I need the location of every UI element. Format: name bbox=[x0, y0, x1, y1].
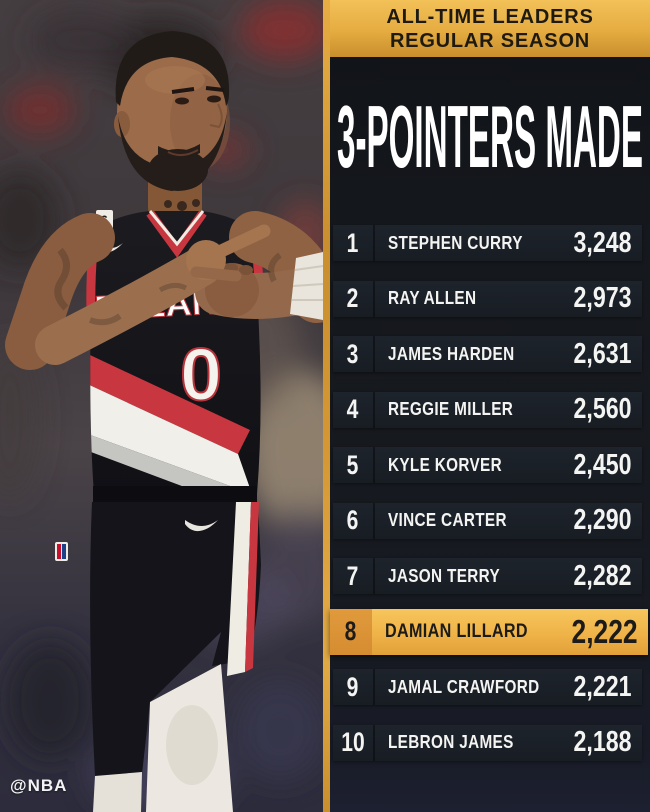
player-value-cell: 2,282 bbox=[559, 558, 642, 594]
table-row: 2 RAY ALLEN 2,973 bbox=[333, 280, 642, 317]
rank-cell: 3 bbox=[333, 336, 375, 372]
player-arms bbox=[5, 211, 323, 370]
player-name: STEPHEN CURRY bbox=[388, 232, 523, 253]
rank-label: 5 bbox=[347, 449, 359, 480]
player-value-cell: 2,631 bbox=[559, 336, 642, 372]
rank-label: 8 bbox=[345, 616, 357, 646]
player-value: 2,221 bbox=[573, 670, 632, 703]
rank-cell: 2 bbox=[333, 280, 375, 317]
player-name: VINCE CARTER bbox=[388, 510, 507, 530]
player-photo: 6 RTLAND 0 bbox=[0, 0, 323, 812]
player-name-cell: JAMAL CRAWFORD bbox=[375, 669, 559, 705]
player-value-cell: 2,222 bbox=[555, 609, 648, 655]
player-value: 2,290 bbox=[573, 504, 632, 536]
table-row: 6 VINCE CARTER 2,290 bbox=[333, 502, 642, 539]
rank-cell: 8 bbox=[330, 608, 372, 655]
player-name: KYLE KORVER bbox=[388, 454, 502, 475]
rank-cell: 4 bbox=[333, 391, 375, 428]
player-name-cell: KYLE KORVER bbox=[375, 447, 559, 483]
rank-label: 7 bbox=[347, 560, 359, 591]
table-row: 4 REGGIE MILLER 2,560 bbox=[333, 391, 642, 428]
player-name: JASON TERRY bbox=[388, 565, 501, 586]
shorts-swoosh-icon bbox=[185, 520, 218, 532]
jersey-number: 0 bbox=[180, 333, 222, 416]
rank-cell: 7 bbox=[333, 558, 375, 594]
jersey-sash bbox=[90, 326, 252, 494]
player-value-cell: 2,560 bbox=[559, 392, 642, 428]
player-value-cell: 2,450 bbox=[559, 447, 642, 483]
player-name: RAY ALLEN bbox=[388, 288, 477, 308]
player-name: DAMIAN LILLARD bbox=[385, 620, 528, 642]
player-name: REGGIE MILLER bbox=[388, 399, 514, 419]
rank-label: 9 bbox=[347, 671, 359, 702]
rank-cell: 6 bbox=[333, 502, 375, 539]
player-value-cell: 2,221 bbox=[559, 669, 642, 705]
rank-cell: 5 bbox=[333, 447, 375, 483]
table-row: 3 JAMES HARDEN 2,631 bbox=[333, 336, 642, 372]
player-name-cell: VINCE CARTER bbox=[375, 503, 559, 539]
rank-label: 4 bbox=[347, 394, 359, 424]
page-title: 3-POINTERS MADE bbox=[337, 97, 643, 175]
table-row: 7 JASON TERRY 2,282 bbox=[333, 558, 642, 594]
player-value-cell: 2,188 bbox=[559, 725, 642, 761]
player-name-cell: RAY ALLEN bbox=[375, 281, 559, 317]
player-value-cell: 2,973 bbox=[559, 281, 642, 317]
nba-watermark: @NBA bbox=[10, 776, 68, 795]
player-name-cell: JAMES HARDEN bbox=[375, 336, 559, 372]
title-svg: 3-POINTERS MADE bbox=[337, 97, 643, 175]
player-value: 2,188 bbox=[573, 726, 632, 758]
rank-label: 1 bbox=[347, 227, 359, 258]
header-line2: REGULAR SEASON bbox=[389, 29, 591, 52]
player-value-cell: 3,248 bbox=[559, 225, 642, 261]
player-name-cell: JASON TERRY bbox=[375, 558, 559, 594]
panel-header: ALL-TIME LEADERS REGULAR SEASON bbox=[330, 0, 650, 57]
player-head bbox=[114, 31, 230, 220]
player-shorts-legs bbox=[55, 486, 261, 812]
player-value: 2,450 bbox=[573, 448, 632, 481]
player-name-cell: REGGIE MILLER bbox=[375, 392, 559, 428]
rank-cell: 10 bbox=[333, 724, 375, 761]
player-name: LEBRON JAMES bbox=[388, 732, 514, 752]
table-row: 8 DAMIAN LILLARD 2,222 bbox=[330, 608, 648, 655]
title-wrap: 3-POINTERS MADE bbox=[330, 97, 650, 175]
player-photo-illustration: 6 RTLAND 0 bbox=[0, 0, 323, 812]
tattoos bbox=[54, 247, 282, 326]
table-row: 5 KYLE KORVER 2,450 bbox=[333, 447, 642, 483]
player-value: 2,631 bbox=[573, 337, 632, 370]
rank-label: 10 bbox=[341, 727, 365, 757]
nba-logo-patch bbox=[55, 542, 68, 561]
rank-label: 3 bbox=[347, 338, 359, 369]
table-row: 9 JAMAL CRAWFORD 2,221 bbox=[333, 669, 642, 705]
rank-label: 6 bbox=[347, 505, 359, 535]
table-row: 1 STEPHEN CURRY 3,248 bbox=[333, 225, 642, 261]
player-value: 2,222 bbox=[571, 612, 638, 650]
player-name: JAMAL CRAWFORD bbox=[388, 676, 540, 697]
player-name-cell: DAMIAN LILLARD bbox=[372, 609, 555, 655]
player-value: 2,560 bbox=[573, 393, 632, 425]
header-line1: ALL-TIME LEADERS bbox=[386, 5, 594, 28]
rank-label: 2 bbox=[347, 283, 359, 313]
rank-cell: 9 bbox=[333, 669, 375, 705]
leaderboard-rows: 1 STEPHEN CURRY 3,248 2 RAY ALLEN 2,973 … bbox=[330, 225, 648, 761]
player-value: 3,248 bbox=[573, 226, 632, 259]
player-name: JAMES HARDEN bbox=[388, 343, 515, 364]
player-name-cell: STEPHEN CURRY bbox=[375, 225, 559, 261]
player-value: 2,973 bbox=[573, 282, 632, 314]
player-value-cell: 2,290 bbox=[559, 503, 642, 539]
gold-divider bbox=[323, 0, 330, 812]
rank-cell: 1 bbox=[333, 225, 375, 261]
table-row: 10 LEBRON JAMES 2,188 bbox=[333, 724, 642, 761]
player-value: 2,282 bbox=[573, 559, 632, 592]
player-name-cell: LEBRON JAMES bbox=[375, 725, 559, 761]
stats-panel: ALL-TIME LEADERS REGULAR SEASON 3-POINTE… bbox=[330, 0, 650, 812]
